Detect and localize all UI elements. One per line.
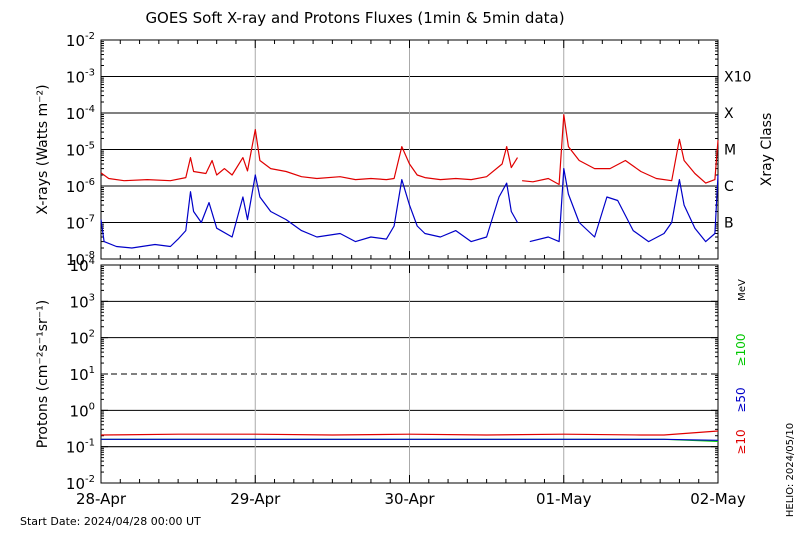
y-tick-label: 103 (70, 292, 95, 311)
xray-class-label: X10 (724, 70, 751, 86)
start-date-label: Start Date: 2024/04/28 00:00 UT (20, 515, 201, 528)
xray-class-label: M (724, 143, 736, 159)
y-axis-label: Protons (cm⁻²s⁻¹sr⁻¹) (35, 300, 51, 449)
proton-series-line (100, 430, 719, 436)
xray-panel: 10-2 10-3 10-4 10-5 10-6 10-7 10-8 X-rays (Watt… (35, 31, 775, 269)
energy-unit-label: MeV (737, 279, 748, 301)
xray-class-label: C (724, 179, 734, 195)
proton-panel: 104 103 102 101 100 10-1 10-2 Protons (cm⁻²s⁻¹s… (35, 256, 748, 508)
x-tick-label: 30-Apr (384, 490, 435, 508)
xray-short-series-line (529, 168, 719, 243)
chart-title: GOES Soft X-ray and Protons Fluxes (1min… (145, 9, 564, 27)
plot-frame (100, 39, 719, 260)
y-tick-label: 10-1 (66, 438, 95, 457)
y-tick-label: 101 (70, 365, 95, 384)
xray-long-series-line (522, 114, 719, 186)
xray-short-series-line (100, 174, 519, 249)
y-tick-label: 10-5 (66, 141, 95, 160)
x-tick-label: 28-Apr (76, 490, 127, 508)
y-tick-label: 10-6 (66, 177, 95, 196)
credit-label: HELIO: 2024/05/10 (785, 423, 796, 517)
plot-frame (100, 264, 719, 484)
xray-class-label: B (724, 216, 734, 232)
x-tick-label: 01-May (536, 490, 592, 508)
y-axis-label: X-rays (Watts m⁻²) (35, 84, 51, 214)
x-tick-label: 29-Apr (230, 490, 281, 508)
y-tick-label: 10-2 (66, 31, 95, 50)
y-tick-label: 10-7 (66, 214, 95, 233)
y-tick-label: 10-4 (66, 104, 95, 123)
proton-series-line (101, 438, 719, 441)
energy-label: ≥10 (734, 429, 748, 454)
xray-class-axis-title: Xray Class (759, 113, 775, 187)
energy-label: ≥100 (734, 334, 748, 367)
y-tick-label: 102 (70, 329, 95, 348)
y-tick-label: 10-8 (66, 250, 95, 269)
y-tick-label: 100 (70, 401, 95, 420)
x-tick-label: 02-May (690, 490, 746, 508)
y-tick-label: 10-2 (66, 474, 95, 493)
xray-class-label: X (724, 106, 734, 122)
y-tick-label: 10-3 (66, 68, 95, 87)
y-tick-label: 104 (70, 256, 95, 275)
energy-label: ≥50 (734, 387, 748, 412)
xray-long-series-line (100, 129, 519, 182)
